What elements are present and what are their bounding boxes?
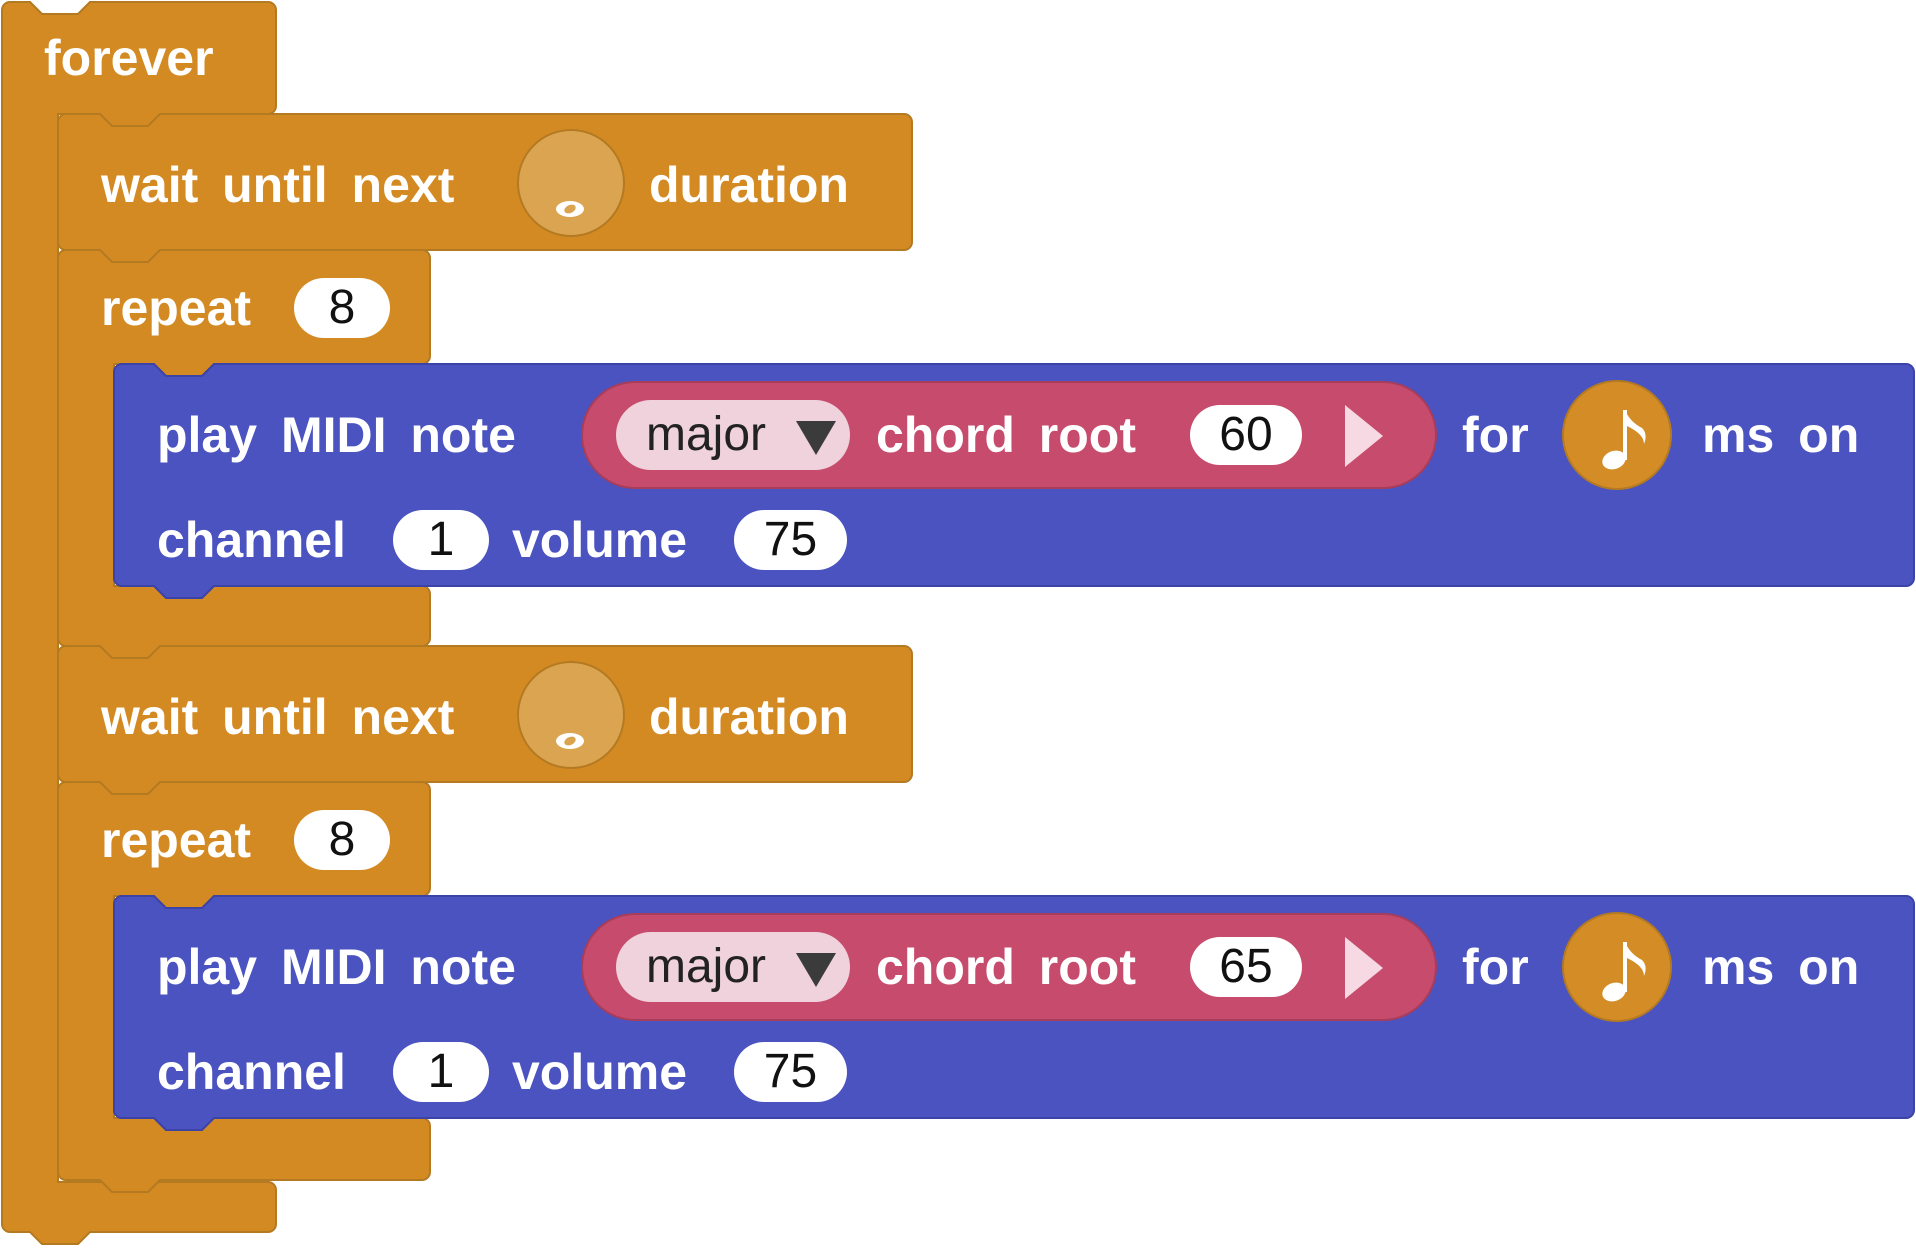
eighth-note-icon [1602, 942, 1646, 1002]
whole-note-duration-picker[interactable] [517, 129, 625, 237]
expand-triangle-icon[interactable] [1345, 937, 1383, 999]
for-label: for [1462, 407, 1529, 463]
whole-note-duration-picker[interactable] [517, 661, 625, 769]
chord-root-label: chord root [876, 407, 1136, 463]
volume-label: volume [512, 1044, 688, 1100]
repeat-count-field[interactable]: 8 [294, 810, 390, 870]
chord-root-field[interactable]: 65 [1190, 937, 1302, 997]
play-midi-note-label: play MIDI note [157, 407, 516, 463]
repeat-label: repeat [101, 280, 252, 336]
note-duration-picker[interactable] [1562, 912, 1672, 1022]
play-midi-note-label: play MIDI note [157, 939, 516, 995]
duration-label: duration [649, 689, 849, 745]
forever-label: forever [44, 30, 214, 86]
duration-label: duration [649, 157, 849, 213]
wait-until-next-label: wait until next [101, 157, 455, 213]
ms-on-label: ms on [1702, 939, 1860, 995]
chevron-down-icon [796, 953, 836, 987]
wait-until-next-label: wait until next [101, 689, 455, 745]
chord-type-dropdown[interactable]: major [616, 932, 850, 1002]
repeat-label: repeat [101, 812, 252, 868]
channel-field[interactable]: 1 [393, 510, 489, 570]
ms-on-label: ms on [1702, 407, 1860, 463]
for-label: for [1462, 939, 1529, 995]
whole-note-icon [556, 733, 584, 749]
chord-type-dropdown[interactable]: major [616, 400, 850, 470]
whole-note-icon [556, 201, 584, 217]
eighth-note-icon [1602, 410, 1646, 470]
channel-label: channel [157, 512, 346, 568]
chevron-down-icon [796, 421, 836, 455]
chord-type-value: major [646, 408, 767, 461]
chord-root-label: chord root [876, 939, 1136, 995]
chord-type-value: major [646, 940, 767, 993]
note-duration-picker[interactable] [1562, 380, 1672, 490]
volume-field[interactable]: 75 [734, 510, 847, 570]
channel-label: channel [157, 1044, 346, 1100]
expand-triangle-icon[interactable] [1345, 405, 1383, 467]
repeat-count-field[interactable]: 8 [294, 278, 390, 338]
volume-label: volume [512, 512, 688, 568]
channel-field[interactable]: 1 [393, 1042, 489, 1102]
chord-root-field[interactable]: 60 [1190, 405, 1302, 465]
volume-field[interactable]: 75 [734, 1042, 847, 1102]
